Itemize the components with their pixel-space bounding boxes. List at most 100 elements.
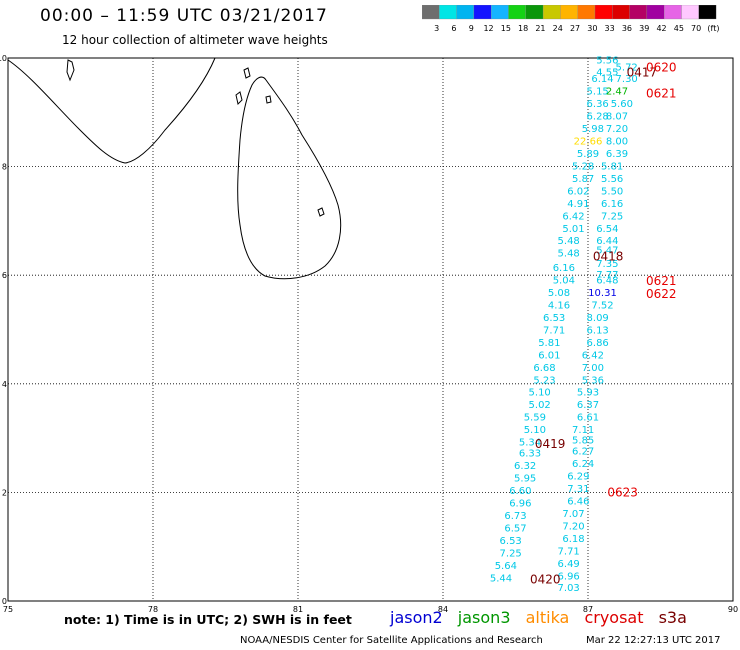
swh-value: 4.91 <box>567 199 589 210</box>
y-tick-label: 2 <box>2 488 7 497</box>
x-tick-label: 87 <box>583 605 593 614</box>
x-tick-label: 75 <box>3 605 13 614</box>
swh-value: 7.20 <box>562 521 584 532</box>
swh-value: 5.87 <box>572 174 594 185</box>
swh-value: 6.36 <box>587 99 609 110</box>
y-tick-label: 10 <box>0 54 7 63</box>
swh-value: 5.47 <box>596 245 618 256</box>
swh-value: 6.96 <box>509 499 531 510</box>
swh-value: 7.52 <box>591 300 613 311</box>
swh-value: 6.14 <box>591 74 613 85</box>
india-coastline <box>7 57 216 164</box>
swh-value: 5.23 <box>533 375 555 386</box>
map-frame <box>7 57 734 602</box>
island-coastline <box>265 95 272 104</box>
swh-value: 6.46 <box>567 496 589 507</box>
swh-value: 5.56 <box>601 174 623 185</box>
swh-value: 4.16 <box>548 300 570 311</box>
legend-s3a: s3a <box>658 608 687 627</box>
colorbar-label: 21 <box>535 24 545 33</box>
swh-value: 5.36 <box>582 375 604 386</box>
swh-value: 5.10 <box>524 425 546 436</box>
swh-value: 6.68 <box>533 363 555 374</box>
note-text: note: 1) Time is in UTC; 2) SWH is in fe… <box>64 612 352 627</box>
pass-time: 0622 <box>646 287 677 301</box>
swh-value: 5.81 <box>601 161 623 172</box>
swh-value: 6.60 <box>509 486 531 497</box>
swh-value: 6.42 <box>562 211 584 222</box>
swh-value: 22.66 <box>574 136 603 147</box>
swh-value: 6.53 <box>543 313 565 324</box>
swh-value: 6.33 <box>519 449 541 460</box>
swh-value: 7.20 <box>606 124 628 135</box>
y-tick-label: 8 <box>2 163 7 172</box>
swh-value: 7.30 <box>616 74 638 85</box>
swh-value: 7.71 <box>543 325 565 336</box>
legend-jason3: jason3 <box>457 608 511 627</box>
swh-value: 6.16 <box>601 199 623 210</box>
swh-value: 7.11 <box>572 425 594 436</box>
swh-value: 10.31 <box>588 288 617 299</box>
swh-value: 6.18 <box>562 534 584 545</box>
satellite-legend: jason2 jason3 altika cryosat s3a <box>390 608 697 627</box>
swh-value: 7.35 <box>596 259 618 270</box>
colorbar-label: 39 <box>639 24 649 33</box>
swh-value: 8.07 <box>606 111 628 122</box>
colorbar-label: 6 <box>451 24 456 33</box>
swh-value: 7.00 <box>582 363 604 374</box>
swh-value: 5.01 <box>562 224 584 235</box>
pass-time: 0418 <box>593 250 624 264</box>
swh-value: 8.09 <box>587 313 609 324</box>
colorbar-label: 12 <box>483 24 493 33</box>
x-tick-label: 81 <box>293 605 303 614</box>
swh-value: 5.34 <box>519 438 541 449</box>
swh-value: 6.13 <box>587 325 609 336</box>
swh-value: 6.29 <box>567 471 589 482</box>
island-coastline <box>243 67 251 79</box>
x-tick-label: 90 <box>728 605 738 614</box>
swh-value: 6.32 <box>514 461 536 472</box>
colorbar-label: 15 <box>501 24 511 33</box>
colorbar-label: 70 <box>691 24 701 33</box>
swh-value: 7.07 <box>562 509 584 520</box>
swh-value: 6.42 <box>582 350 604 361</box>
swh-value: 6.02 <box>567 186 589 197</box>
map-title: 00:00 – 11:59 UTC 03/21/2017 <box>40 6 328 26</box>
swh-value: 7.31 <box>567 484 589 495</box>
swh-value: 5.02 <box>529 400 551 411</box>
colorbar-label: 3 <box>434 24 439 33</box>
swh-value: 6.39 <box>606 149 628 160</box>
swh-value: 5.28 <box>572 161 594 172</box>
swh-value: 6.16 <box>553 263 575 274</box>
island-coastline <box>66 59 75 82</box>
colorbar-swatch <box>698 5 717 20</box>
swh-value: 2.47 <box>606 86 628 97</box>
pass-time: 0620 <box>646 61 677 75</box>
map-subtitle: 12 hour collection of altimeter wave hei… <box>62 33 328 47</box>
swh-value: 5.85 <box>572 436 594 447</box>
colorbar-label: (ft) <box>707 24 719 33</box>
colorbar: 3 6 9 12 15 18 21 24 27 30 33 36 39 42 45 70 (ft) <box>422 5 719 33</box>
colorbar-label: 36 <box>622 24 632 33</box>
swh-value: 7.25 <box>601 211 623 222</box>
swh-value: 7.71 <box>558 546 580 557</box>
swh-value: 5.89 <box>577 149 599 160</box>
swh-value: 6.61 <box>577 413 599 424</box>
sri-lanka-coastline <box>237 76 342 280</box>
swh-value: 5.08 <box>548 288 570 299</box>
swh-value: 5.56 <box>596 55 618 66</box>
swh-value: 5.64 <box>495 561 517 572</box>
y-tick-label: 6 <box>2 271 7 280</box>
swh-value: 6.73 <box>504 511 526 522</box>
swh-value: 7.25 <box>500 548 522 559</box>
y-tick-label: 4 <box>2 380 7 389</box>
swh-value: 6.01 <box>538 350 560 361</box>
swh-value: 6.48 <box>596 275 618 286</box>
pass-time: 0419 <box>535 437 566 451</box>
swh-value: 5.48 <box>558 236 580 247</box>
legend-jason2: jason2 <box>390 608 443 627</box>
pass-time: 0623 <box>607 486 638 500</box>
pass-time: 0621 <box>646 274 677 288</box>
